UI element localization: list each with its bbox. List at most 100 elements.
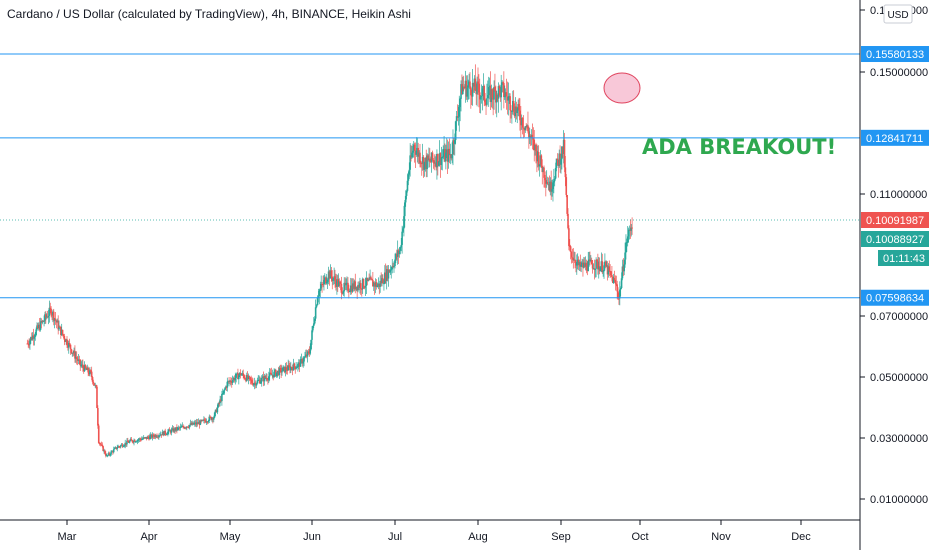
candle-body [416,147,419,151]
candle-body [194,422,197,425]
candle-body [316,297,319,306]
candle-body [419,152,421,163]
candle-body [228,381,230,383]
candle-body [105,455,108,457]
candle-body [341,292,344,294]
level-price-tag-label: 0.07598634 [866,293,924,305]
candle-body [167,431,169,434]
candle-body [502,82,504,84]
candle-body [457,116,460,118]
candle-body [285,367,288,370]
candle-body [186,426,188,428]
candle-body [338,281,341,283]
candle-body [392,265,394,267]
candle-body [32,335,35,339]
candle-body [75,357,78,360]
candle-body [456,116,459,118]
candle-body [102,446,104,452]
candle-body [158,435,160,437]
candle-body [471,82,474,97]
currency-badge[interactable] [883,4,913,24]
candle-body [589,259,591,261]
candle-body [564,167,567,178]
candle-body [132,441,134,443]
candle-body [413,144,416,151]
candle-body [424,158,427,163]
candle-body [33,336,36,339]
candle-body [107,453,110,456]
candle-body [583,262,585,268]
candle-body [353,281,356,289]
candle-body [390,269,393,271]
candle-body [495,94,498,103]
candle-body [109,454,112,456]
candle-body [432,159,435,161]
candle-body [326,279,329,282]
candle-body [62,334,65,336]
candle-body [284,367,287,373]
candle-body [121,444,124,447]
candle-body [115,447,118,449]
candle-body [511,110,513,112]
candle-body [467,85,469,88]
candle-body [224,387,227,390]
candle-body [260,377,263,382]
candle-body [108,453,111,455]
candle-body [417,147,419,157]
candle-body [470,95,473,97]
candle-body [399,247,402,251]
candle-body [611,276,614,284]
candle-body [69,344,72,350]
candle-body [190,423,193,425]
candle-body [535,144,537,151]
annotation-marker-ellipse[interactable] [603,72,641,104]
candle-body [303,357,305,362]
candle-body [82,367,85,372]
candle-body [455,116,458,122]
candle-body [498,86,501,89]
candle-body [572,257,575,261]
candle-body [344,282,346,286]
candle-body [232,378,235,381]
candle-body [590,259,593,265]
candle-body [274,370,276,372]
candle-body [509,96,511,111]
candle-body [156,436,158,438]
candle-body [385,269,388,281]
candle-body [81,364,83,366]
candle-body [140,439,142,441]
candle-body [367,279,370,281]
candle-body [590,259,592,261]
candle-body [631,227,633,229]
y-tick-label: 0.07000000 [870,311,928,323]
candle-body [561,146,563,160]
candle-body [580,264,582,267]
candle-body [116,447,119,449]
candle-body [567,213,569,229]
candle-body [113,448,116,450]
candle-body [197,422,200,424]
candle-body [157,436,159,438]
candle-body [259,379,261,384]
candle-body [90,371,93,378]
candle-body [178,427,181,429]
candle-body [49,307,52,309]
candle-body [134,440,136,442]
x-tick-label: Nov [711,531,731,543]
candle-body [46,316,49,318]
candle-body [199,420,202,425]
candle-body [192,422,194,425]
candle-body [512,100,515,112]
candle-body [420,162,422,164]
candle-body [272,374,275,378]
candle-body [97,408,99,426]
candle-body [245,378,247,381]
candle-body [110,451,112,455]
candle-body [486,98,488,105]
candle-body [531,134,534,138]
candle-body [350,285,353,292]
candle-body [221,393,223,402]
candle-body [194,422,196,424]
candle-body [39,321,42,330]
